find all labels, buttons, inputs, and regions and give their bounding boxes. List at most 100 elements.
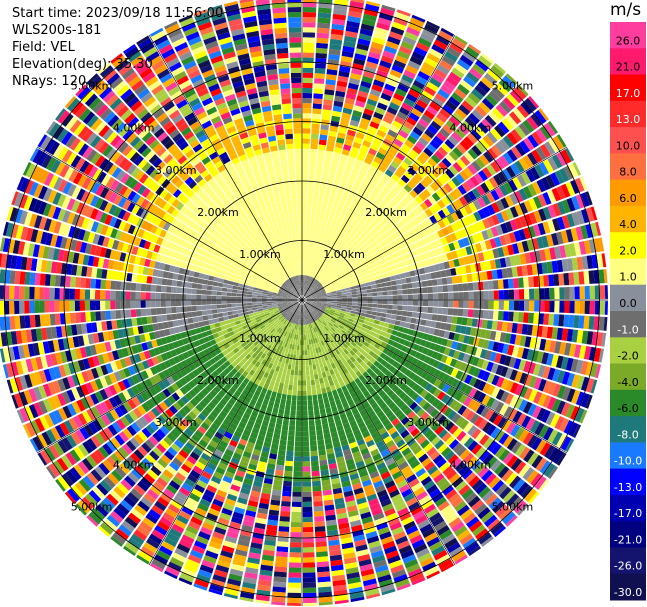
ray-gate <box>498 300 504 310</box>
ray-gate <box>332 183 339 190</box>
ray-gate <box>409 270 416 277</box>
ray-gate <box>431 73 445 84</box>
ray-gate <box>502 152 514 165</box>
ray-gate <box>543 313 550 325</box>
ray-gate <box>306 250 310 256</box>
ray-gate <box>436 314 443 322</box>
ray-gate <box>560 356 569 370</box>
ray-gate <box>361 323 368 329</box>
ray-gate <box>330 309 336 313</box>
ray-gate <box>340 196 347 204</box>
ray-gate <box>466 273 473 282</box>
ray-gate <box>291 364 295 371</box>
ray-gate <box>526 349 534 361</box>
ray-gate <box>311 389 317 396</box>
ray-gate <box>291 400 297 406</box>
ray-gate <box>307 189 314 195</box>
ray-gate <box>484 260 492 271</box>
ray-gate <box>324 212 330 219</box>
ray-gate <box>313 369 318 375</box>
ray-gate <box>345 221 352 228</box>
ray-gate <box>357 321 363 327</box>
ray-gate <box>288 384 293 391</box>
ray-gate <box>320 248 325 254</box>
ray-gate <box>443 244 451 253</box>
ray-gate <box>506 132 519 145</box>
ray-gate <box>293 461 302 467</box>
ray-gate <box>415 122 427 133</box>
ray-gate <box>288 379 294 386</box>
ray-gate <box>292 385 298 391</box>
ray-gate <box>342 267 349 273</box>
ray-gate <box>429 215 438 224</box>
ray-gate <box>302 285 304 291</box>
ray-gate <box>588 316 595 330</box>
ray-gate <box>302 47 315 53</box>
ray-gate <box>542 366 551 379</box>
ray-gate <box>318 277 324 283</box>
ray-gate <box>387 235 395 242</box>
ray-gate <box>479 261 487 271</box>
ray-gate <box>371 267 378 273</box>
ray-gate <box>533 276 539 287</box>
ray-gate <box>516 241 525 253</box>
ray-gate <box>486 270 493 280</box>
ray-gate <box>313 287 319 292</box>
ray-gate <box>524 300 530 312</box>
ray-gate <box>304 340 307 346</box>
ray-gate <box>432 97 444 108</box>
ray-gate <box>293 476 302 482</box>
ray-gate <box>463 136 475 148</box>
ray-gate <box>453 240 461 250</box>
ray-gate <box>404 322 411 329</box>
ray-gate <box>419 253 427 261</box>
ray-gate <box>552 203 562 217</box>
ray-gate <box>454 88 467 100</box>
ray-gate <box>306 301 312 304</box>
ray-gate <box>516 174 527 187</box>
ray-gate <box>361 290 368 294</box>
ray-gate <box>311 302 317 304</box>
ray-gate <box>410 276 417 283</box>
ray-gate <box>372 36 386 46</box>
ray-gate <box>302 173 309 180</box>
ray-gate <box>594 285 601 299</box>
ray-gate <box>385 40 399 50</box>
ray-gate <box>581 376 590 392</box>
ray-gate <box>276 551 288 558</box>
ray-gate <box>488 300 494 310</box>
ray-gate <box>436 131 447 142</box>
ray-gate <box>553 314 560 326</box>
ray-gate <box>559 300 565 313</box>
ray-gate <box>373 319 380 325</box>
ray-gate <box>332 300 338 302</box>
ray-gate <box>323 397 330 404</box>
ray-gate <box>373 186 382 194</box>
ray-gate <box>365 239 373 246</box>
ray-gate <box>403 205 412 214</box>
ray-gate <box>341 112 351 120</box>
ray-gate <box>326 257 332 264</box>
ray-gate <box>352 297 358 300</box>
ray-gate <box>588 239 597 254</box>
ray-gate <box>361 306 368 310</box>
ray-gate <box>329 253 335 260</box>
ray-gate <box>526 264 533 276</box>
ray-gate <box>311 261 315 267</box>
ray-gate <box>378 202 387 210</box>
ray-gate <box>314 280 319 286</box>
ray-gate <box>460 265 467 275</box>
ray-gate <box>350 285 357 290</box>
ray-gate <box>364 317 370 322</box>
ray-gate <box>316 294 322 297</box>
ray-gate <box>358 33 372 42</box>
ray-gate <box>326 301 332 303</box>
ray-gate <box>429 224 437 234</box>
ray-gate <box>528 312 534 324</box>
ray-gate <box>465 345 473 354</box>
ray-gate <box>398 255 406 262</box>
ray-gate <box>342 295 348 298</box>
ray-gate <box>566 197 576 212</box>
ray-gate <box>314 68 326 74</box>
ray-gate <box>364 265 371 272</box>
